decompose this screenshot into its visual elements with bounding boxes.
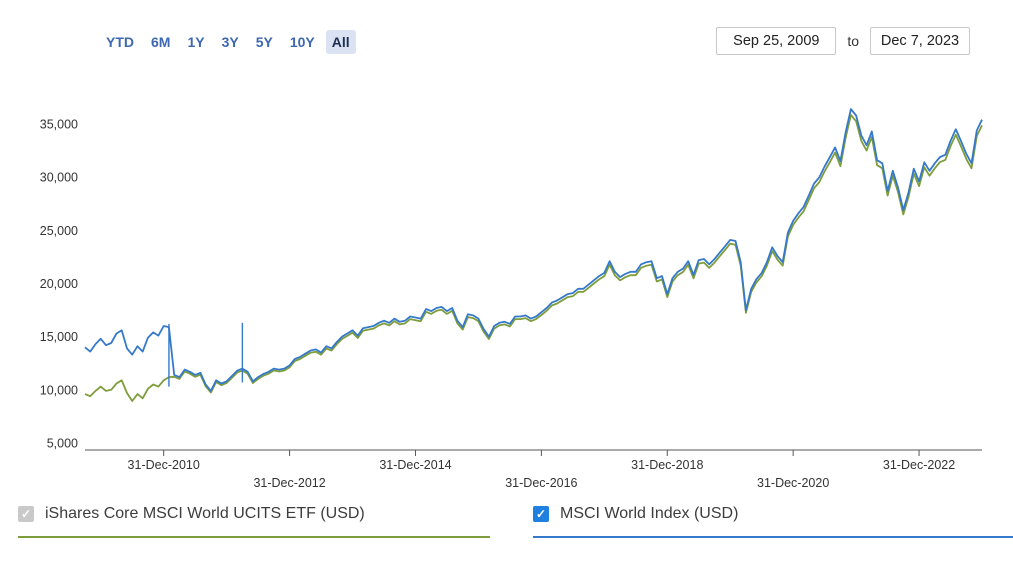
- date-range-controls: to: [716, 27, 970, 55]
- legend-label: MSCI World Index (USD): [560, 505, 739, 522]
- date-from-input[interactable]: [716, 27, 837, 55]
- range-selector: YTD 6M 1Y 3Y 5Y 10Y All: [100, 30, 356, 54]
- range-button-10y[interactable]: 10Y: [284, 30, 321, 54]
- x-tick-label: 31-Dec-2018: [631, 458, 703, 472]
- x-tick-label: 31-Dec-2016: [505, 476, 577, 490]
- x-tick-label: 31-Dec-2020: [757, 476, 829, 490]
- index-series-line: [84, 108, 983, 392]
- y-tick-label: 5,000: [47, 437, 78, 451]
- y-tick-label: 20,000: [40, 277, 78, 291]
- x-tick-label: 31-Dec-2010: [128, 458, 200, 472]
- y-tick-label: 35,000: [40, 118, 78, 132]
- x-tick-label: 31-Dec-2022: [883, 458, 955, 472]
- y-tick-label: 10,000: [40, 383, 78, 397]
- legend-item-ishares-etf[interactable]: iShares Core MSCI World UCITS ETF (USD): [18, 505, 490, 538]
- range-button-ytd[interactable]: YTD: [100, 30, 140, 54]
- chart-legend: iShares Core MSCI World UCITS ETF (USD) …: [0, 505, 1013, 538]
- x-tick-label: 31-Dec-2014: [379, 458, 451, 472]
- x-tick-label: 31-Dec-2012: [253, 476, 325, 490]
- legend-item-msci-index[interactable]: MSCI World Index (USD): [533, 505, 1013, 538]
- range-button-5y[interactable]: 5Y: [250, 30, 279, 54]
- date-to-input[interactable]: [870, 27, 970, 55]
- range-button-1y[interactable]: 1Y: [181, 30, 210, 54]
- y-tick-label: 15,000: [40, 330, 78, 344]
- y-tick-label: 25,000: [40, 224, 78, 238]
- range-button-6m[interactable]: 6M: [145, 30, 176, 54]
- legend-label: iShares Core MSCI World UCITS ETF (USD): [45, 505, 365, 522]
- checkbox-icon[interactable]: [18, 506, 34, 522]
- y-tick-label: 30,000: [40, 171, 78, 185]
- range-button-all[interactable]: All: [325, 30, 356, 54]
- performance-chart[interactable]: 31-Dec-2010 31-Dec-2012 31-Dec-2014 31-Dec-…: [0, 75, 1013, 495]
- range-button-3y[interactable]: 3Y: [216, 30, 245, 54]
- etf-series-line: [84, 114, 983, 402]
- checkbox-icon[interactable]: [533, 506, 549, 522]
- date-range-to-label: to: [847, 33, 859, 49]
